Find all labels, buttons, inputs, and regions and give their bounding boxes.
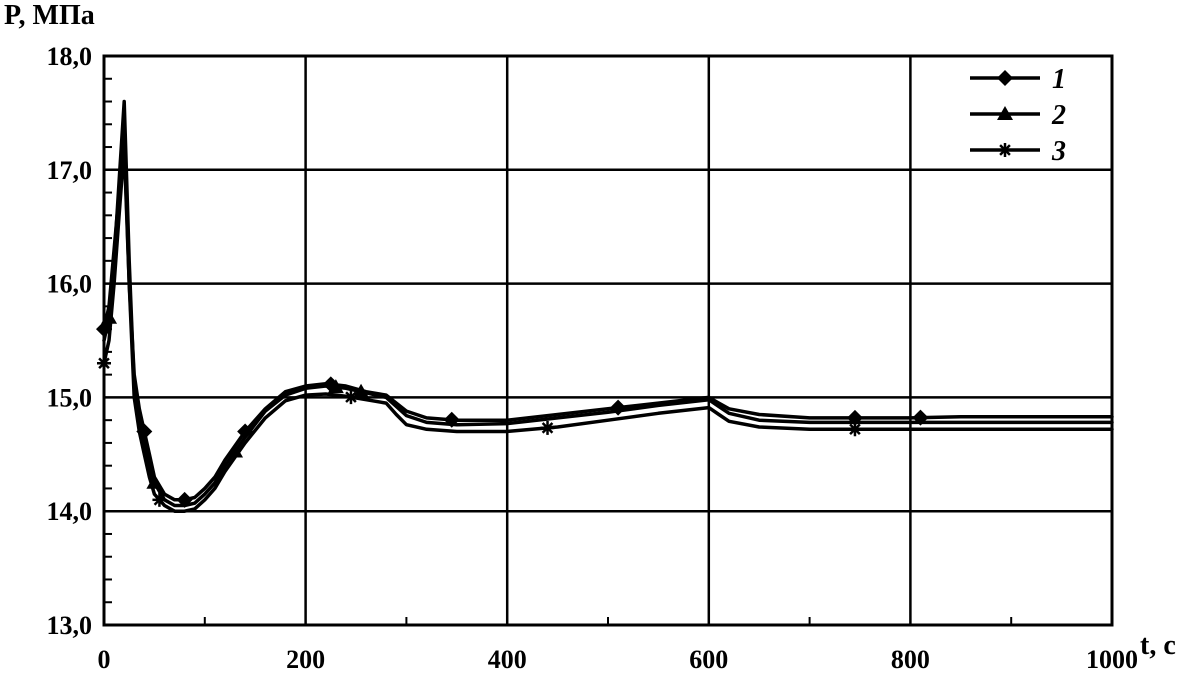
asterisk-stroke xyxy=(849,423,861,436)
legend-label-1: 1 xyxy=(1052,64,1066,95)
series-1-point xyxy=(176,491,193,508)
plot-frame xyxy=(102,54,1114,627)
y-tick-label: 17,0 xyxy=(47,156,93,185)
series-line-1 xyxy=(102,133,1114,502)
series-3-point xyxy=(343,390,358,405)
y-tick-label: 13,0 xyxy=(47,611,93,640)
series-2-point xyxy=(327,379,344,394)
series-layer xyxy=(102,99,1114,513)
grid xyxy=(102,54,1114,627)
x-tick-label: 200 xyxy=(286,645,325,674)
series-3-point xyxy=(847,422,862,437)
asterisk-stroke xyxy=(153,494,166,506)
asterisk-stroke xyxy=(345,391,357,403)
x-tick-label: 800 xyxy=(891,645,930,674)
series-1-point xyxy=(237,423,254,440)
series-2-point xyxy=(353,383,370,398)
x-tick-label: 600 xyxy=(689,645,728,674)
series-line-3 xyxy=(102,145,1114,513)
y-tick-label: 18,0 xyxy=(47,42,93,71)
y-tick-label: 14,0 xyxy=(47,497,93,526)
series-1-point xyxy=(136,423,153,440)
series-2-point xyxy=(146,474,163,489)
legend-marker-2 xyxy=(997,106,1013,120)
legend: 1 2 3 xyxy=(970,64,1066,167)
legend-marker-3 xyxy=(998,143,1012,157)
series-1-point xyxy=(610,399,627,416)
series-1-point xyxy=(846,409,863,426)
markers-layer xyxy=(96,309,929,508)
legend-label-3: 3 xyxy=(1051,136,1066,167)
x-axis-title: t, c xyxy=(1140,630,1176,661)
legend-label-2: 2 xyxy=(1051,100,1066,131)
y-axis-title: P, МПа xyxy=(4,0,95,31)
y-tick-label: 15,0 xyxy=(47,383,93,412)
asterisk-stroke xyxy=(541,422,554,434)
series-line-2 xyxy=(102,99,1114,508)
asterisk-stroke xyxy=(999,144,1011,156)
series-3-point xyxy=(152,492,167,507)
x-tick-labels: 0 200 400 600 800 1000 xyxy=(98,645,1139,674)
y-tick-label: 16,0 xyxy=(47,270,93,299)
series-3-point xyxy=(540,420,555,435)
x-tick-label: 400 xyxy=(488,645,527,674)
series-2-point xyxy=(227,443,244,458)
series-1-point xyxy=(912,409,929,426)
legend-marker-1 xyxy=(997,70,1013,86)
x-tick-label: 1000 xyxy=(1086,645,1138,674)
y-tick-labels: 13,0 14,0 15,0 16,0 17,0 18,0 xyxy=(47,42,93,640)
x-tick-label: 0 xyxy=(98,645,111,674)
series-1-point xyxy=(443,411,460,428)
